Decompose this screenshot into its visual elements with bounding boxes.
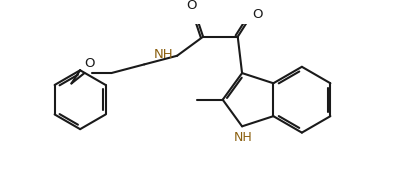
Text: O: O (186, 0, 197, 12)
Text: O: O (85, 57, 95, 70)
Text: NH: NH (233, 131, 252, 144)
Text: O: O (252, 8, 263, 21)
Text: NH: NH (154, 48, 174, 61)
